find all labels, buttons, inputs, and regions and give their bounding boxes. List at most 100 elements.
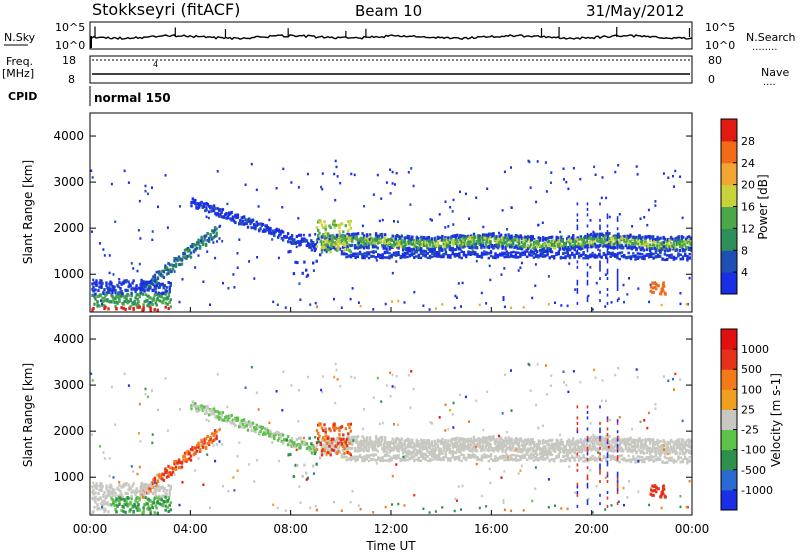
velocity-cell [343, 455, 346, 459]
power-cell [415, 241, 418, 244]
velocity-cell [689, 449, 692, 453]
colorbar-segment [721, 140, 737, 164]
power-cell [164, 305, 167, 309]
power-cell [350, 243, 354, 247]
velocity-cell [508, 439, 512, 443]
velocity-cell [539, 446, 542, 450]
power-cell [329, 243, 333, 247]
power-cell [171, 264, 175, 267]
power-cell [112, 298, 115, 302]
power-cell [195, 246, 199, 250]
power-cell [554, 301, 556, 304]
power-cell [682, 249, 685, 253]
power-cell [168, 270, 172, 274]
power-cell [618, 235, 622, 239]
velocity-cell [397, 447, 400, 451]
velocity-cell [381, 447, 384, 450]
power-cell [194, 266, 197, 269]
velocity-cell [498, 437, 501, 441]
power-cell [587, 237, 590, 240]
velocity-cell [626, 437, 629, 441]
velocity-cell [483, 455, 486, 459]
velocity-cell [409, 440, 412, 444]
power-cell [576, 290, 579, 294]
power-cell [367, 253, 371, 256]
power-cell [365, 253, 369, 256]
power-cell [451, 234, 455, 238]
power-cell [118, 281, 121, 285]
power-cell [650, 285, 653, 289]
power-cell [433, 250, 436, 254]
power-cell [412, 184, 415, 188]
power-cell [441, 234, 444, 238]
power-cell [345, 247, 349, 251]
power-cell [478, 254, 481, 258]
velocity-cell [379, 441, 382, 444]
power-cell [422, 254, 425, 257]
power-cell [492, 245, 495, 248]
colorbar-tick-label: 24 [741, 157, 755, 170]
power-cell [386, 250, 389, 253]
nsky-left-tick-bottom: 10^0 [55, 39, 85, 52]
velocity-cell [322, 445, 325, 449]
power-cell [216, 207, 220, 211]
power-cell [149, 296, 152, 300]
power-cell [430, 240, 433, 244]
velocity-cell [424, 443, 427, 447]
power-cell [665, 239, 668, 243]
power-cell [471, 244, 474, 248]
power-cell [438, 245, 441, 249]
power-cell [480, 244, 483, 248]
cpid-row: CPID normal 150 [8, 86, 171, 106]
power-cell [636, 240, 640, 244]
velocity-cell [424, 447, 427, 451]
power-cell [548, 236, 551, 240]
power-cell [672, 258, 676, 261]
power-cell [395, 251, 398, 254]
velocity-cell [420, 442, 423, 445]
power-cell [576, 265, 579, 269]
power-cell [165, 289, 168, 293]
power-cell [177, 263, 181, 267]
power-cell [472, 239, 476, 243]
velocity-cell [517, 442, 521, 445]
power-cell [435, 243, 438, 247]
power-cell [167, 307, 170, 310]
power-cell [214, 206, 217, 210]
velocity-cell [674, 452, 677, 456]
velocity-cell [496, 458, 499, 462]
power-cell [659, 292, 662, 296]
nsky-frame [89, 21, 693, 50]
velocity-cell [349, 439, 352, 443]
power-cell [349, 297, 352, 301]
freq-marker: 4 [153, 60, 158, 69]
power-cell [651, 238, 655, 242]
velocity-cell [399, 459, 402, 463]
power-cell [194, 247, 197, 251]
velocity-cell [445, 442, 449, 446]
power-cell [522, 237, 525, 241]
power-cell [379, 233, 382, 237]
power-cell [548, 246, 551, 250]
velocity-cell [620, 449, 623, 453]
power-cell [399, 254, 402, 258]
power-cell [362, 234, 366, 238]
power-cell [560, 235, 563, 239]
power-cell [280, 236, 283, 240]
power-cell [91, 282, 94, 286]
power-cell [442, 238, 446, 242]
power-cell [141, 292, 145, 296]
velocity-cell [635, 438, 638, 442]
velocity-cell [361, 435, 364, 439]
power-cell [481, 233, 485, 237]
power-cell [606, 224, 609, 228]
power-cell [666, 245, 670, 249]
power-cell [586, 243, 589, 247]
power-cell [616, 271, 619, 275]
velocity-cell [320, 445, 324, 449]
power-cell [418, 241, 421, 245]
power-cell [458, 254, 461, 257]
velocity-cell [365, 443, 369, 447]
velocity-cell [331, 443, 334, 447]
power-cell [688, 246, 691, 250]
